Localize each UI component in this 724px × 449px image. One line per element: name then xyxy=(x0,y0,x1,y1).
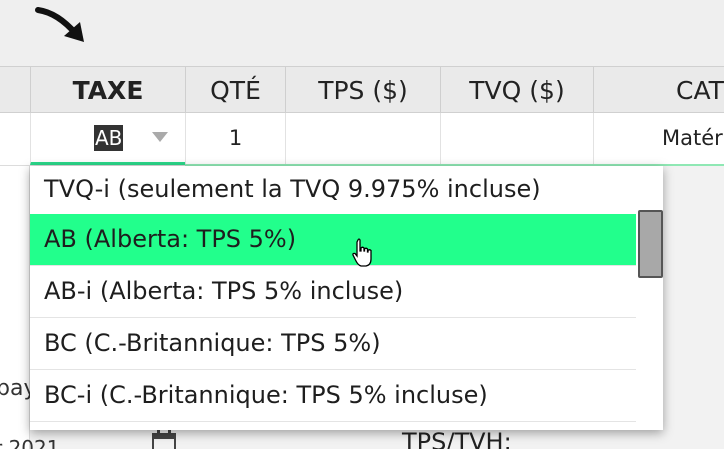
tax-select[interactable]: AB xyxy=(30,113,185,165)
top-toolbar xyxy=(0,0,724,66)
dropdown-option-selected[interactable]: AB (Alberta: TPS 5%) xyxy=(30,214,636,266)
tax-selected-value: AB xyxy=(94,125,124,151)
column-header-categorie[interactable]: CAT xyxy=(593,67,724,112)
dropdown-option[interactable]: TVQ-i (seulement la TVQ 9.975% incluse) xyxy=(30,166,636,216)
background-date-text: r 2021 xyxy=(0,436,60,449)
arrow-icon xyxy=(35,7,84,42)
column-header-blank[interactable] xyxy=(0,67,30,112)
column-header-tvq[interactable]: TVQ ($) xyxy=(440,67,593,112)
dropdown-scrollbar[interactable] xyxy=(636,166,663,430)
tax-dropdown-list[interactable]: TVQ-i (seulement la TVQ 9.975% incluse) … xyxy=(30,166,663,430)
table-row: AB 1 Matéri xyxy=(0,113,724,166)
table-header: TAXE QTÉ TPS ($) TVQ ($) CAT xyxy=(0,66,724,113)
qty-cell[interactable]: 1 xyxy=(185,113,285,165)
tvq-cell[interactable] xyxy=(440,113,593,165)
tps-tvh-label: TPS/TVH: xyxy=(402,428,512,449)
category-cell[interactable]: Matéri xyxy=(593,113,724,165)
row-cell-blank xyxy=(0,113,30,165)
column-header-qte[interactable]: QTÉ xyxy=(185,67,285,112)
hand-cursor-icon xyxy=(352,238,372,267)
column-header-taxe[interactable]: TAXE xyxy=(30,67,185,112)
row-focus-underline xyxy=(185,164,724,166)
calendar-icon[interactable] xyxy=(150,430,178,449)
dropdown-caret-icon[interactable] xyxy=(152,132,168,142)
dropdown-option[interactable]: BC (C.-Britannique: TPS 5%) xyxy=(30,318,636,370)
background-left-panel xyxy=(0,166,30,449)
dropdown-option[interactable]: BC-i (C.-Britannique: TPS 5% incluse) xyxy=(30,370,636,422)
scrollbar-thumb[interactable] xyxy=(638,210,663,278)
tps-cell[interactable] xyxy=(285,113,440,165)
dropdown-option[interactable]: AB-i (Alberta: TPS 5% incluse) xyxy=(30,266,636,318)
column-header-tps[interactable]: TPS ($) xyxy=(285,67,440,112)
